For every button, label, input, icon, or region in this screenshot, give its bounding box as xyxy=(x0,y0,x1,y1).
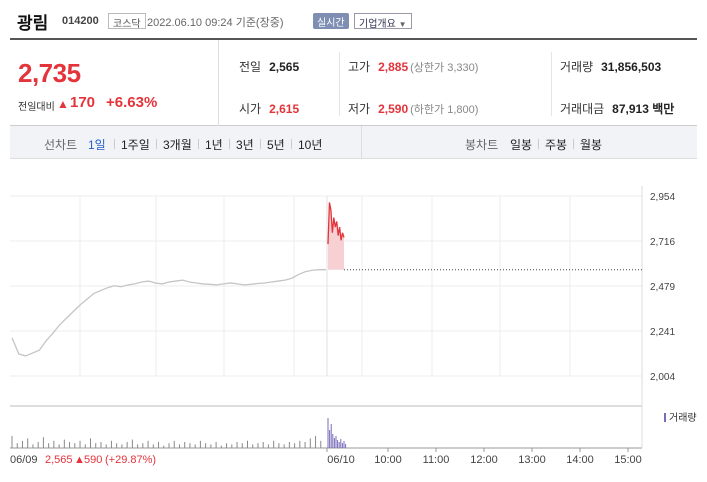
divider xyxy=(573,139,574,149)
change-value: 170 xyxy=(70,94,96,111)
x-tick-label: 14:00 xyxy=(566,454,594,466)
prev-close-cell: 전일 2,565 xyxy=(239,58,299,75)
volume-label: 거래량 xyxy=(560,60,594,74)
x-tick-label: 06/10 xyxy=(327,454,355,466)
divider xyxy=(114,139,115,149)
open-label: 시가 xyxy=(239,102,262,116)
stock-header: 광림 014200 코스닥 2022.06.10 09:24 기준(장중) 실시… xyxy=(0,0,707,38)
current-price-panel: 2,735 전일대비 ▲ 170 +6.63% xyxy=(10,40,219,126)
y-axis-ticks: 2,954 2,716 2,479 2,241 2,004 xyxy=(650,192,675,383)
tab-3y[interactable]: 3년 xyxy=(236,138,254,152)
prev-close-value: 2,565 xyxy=(269,60,300,74)
volume-bars xyxy=(11,418,347,448)
divider xyxy=(361,126,362,159)
current-price: 2,735 xyxy=(18,58,81,88)
y-tick-label: 2,004 xyxy=(650,372,675,383)
chevron-down-icon: ▼ xyxy=(398,20,407,29)
high-cell: 고가 2,885 (상한가 3,330) xyxy=(348,58,478,75)
chart-area-fill xyxy=(328,202,344,270)
tab-3m[interactable]: 3개월 xyxy=(163,138,192,152)
volume-legend: 거래량 xyxy=(664,409,697,424)
x-tick-label: 12:00 xyxy=(470,454,498,466)
company-overview-dropdown[interactable]: 기업개요 ▼ xyxy=(354,13,412,30)
x-tick-label: 13:00 xyxy=(518,454,546,466)
change-label: 전일대비 xyxy=(18,102,55,113)
market-badge: 코스닥 xyxy=(108,13,146,30)
low-value: 2,590 xyxy=(378,102,409,116)
quote-datetime: 2022.06.10 09:24 기준(장중) xyxy=(147,17,284,29)
stock-code: 014200 xyxy=(62,15,99,27)
tab-1y[interactable]: 1년 xyxy=(205,138,223,152)
company-overview-label: 기업개요 xyxy=(359,19,396,30)
high-value: 2,885 xyxy=(378,60,409,74)
tab-monthly[interactable]: 월봉 xyxy=(580,138,603,152)
divider xyxy=(198,139,199,149)
low-label: 저가 xyxy=(348,102,371,116)
low-cell: 저가 2,590 (하한가 1,800) xyxy=(348,100,478,117)
realtime-button[interactable]: 실시간 xyxy=(313,13,349,29)
quote-summary: 2,735 전일대비 ▲ 170 +6.63% 전일 2,565 시가 2,615 … xyxy=(10,38,697,126)
series-line-prev-day xyxy=(11,269,326,357)
volume-value: 31,856,503 xyxy=(601,60,662,74)
x-tick-label: 10:00 xyxy=(374,454,402,466)
divider xyxy=(229,139,230,149)
y-tick-label: 2,954 xyxy=(650,192,675,203)
prev-day-up-arrow-icon: ▲ xyxy=(74,454,85,466)
y-tick-label: 2,241 xyxy=(650,327,675,338)
tab-1d[interactable]: 1일 xyxy=(88,138,106,152)
divider xyxy=(156,139,157,149)
divider xyxy=(551,52,552,116)
change-percent: +6.63% xyxy=(106,94,158,111)
divider xyxy=(538,139,539,149)
series-line-today xyxy=(327,202,345,245)
divider xyxy=(260,139,261,149)
y-tick-label: 2,479 xyxy=(650,282,675,293)
lower-limit: (하한가 1,800) xyxy=(410,104,479,116)
candle-chart-caption: 봉차트 xyxy=(465,138,499,152)
volume-cell: 거래량 31,856,503 xyxy=(560,58,661,75)
prev-day-change: 590 xyxy=(84,454,102,466)
x-tick-label: 15:00 xyxy=(614,454,642,466)
prev-close-label: 전일 xyxy=(239,60,262,74)
tab-weekly[interactable]: 주봉 xyxy=(545,138,568,152)
y-tick-label: 2,716 xyxy=(650,237,675,248)
chart-period-tabs: 선차트 1일 1주일 3개월 1년 3년 5년 10년 봉차트 일봉 주봉 월봉 xyxy=(10,126,697,159)
prev-day-percent: (+29.87%) xyxy=(105,454,156,466)
tab-daily[interactable]: 일봉 xyxy=(510,138,533,152)
price-lines xyxy=(11,202,642,357)
amount-label: 거래대금 xyxy=(560,102,605,116)
high-label: 고가 xyxy=(348,60,371,74)
amount-value: 87,913 백만 xyxy=(612,102,675,116)
open-cell: 시가 2,615 xyxy=(239,100,299,117)
upper-limit: (상한가 3,330) xyxy=(410,62,479,74)
x-axis-ticks: 06/10 10:00 11:00 12:00 13:00 14:00 15:00 xyxy=(326,448,642,466)
divider xyxy=(339,52,340,116)
volume-swatch xyxy=(664,413,666,422)
prev-day-date: 06/09 xyxy=(10,454,38,466)
prev-day-footer: 06/09 2,565 ▲ 590 (+29.87%) xyxy=(10,454,156,466)
prev-day-close: 2,565 xyxy=(45,454,73,466)
divider xyxy=(291,139,292,149)
chart-grid xyxy=(10,186,643,449)
x-tick-label: 11:00 xyxy=(423,454,450,466)
amount-cell: 거래대금 87,913 백만 xyxy=(560,100,674,117)
up-arrow-icon: ▲ xyxy=(57,97,69,111)
intraday-price-chart: 2,954 2,716 2,479 2,241 2,004 06/10 10:00 11:0… xyxy=(10,186,675,466)
line-chart-caption: 선차트 xyxy=(44,138,78,152)
series-area-today xyxy=(328,202,344,270)
tab-5y[interactable]: 5년 xyxy=(267,138,285,152)
open-value: 2,615 xyxy=(269,102,300,116)
volume-legend-label: 거래량 xyxy=(669,413,697,424)
stock-name: 광림 xyxy=(17,14,49,33)
tab-1w[interactable]: 1주일 xyxy=(121,138,150,152)
tab-10y[interactable]: 10년 xyxy=(298,138,323,152)
